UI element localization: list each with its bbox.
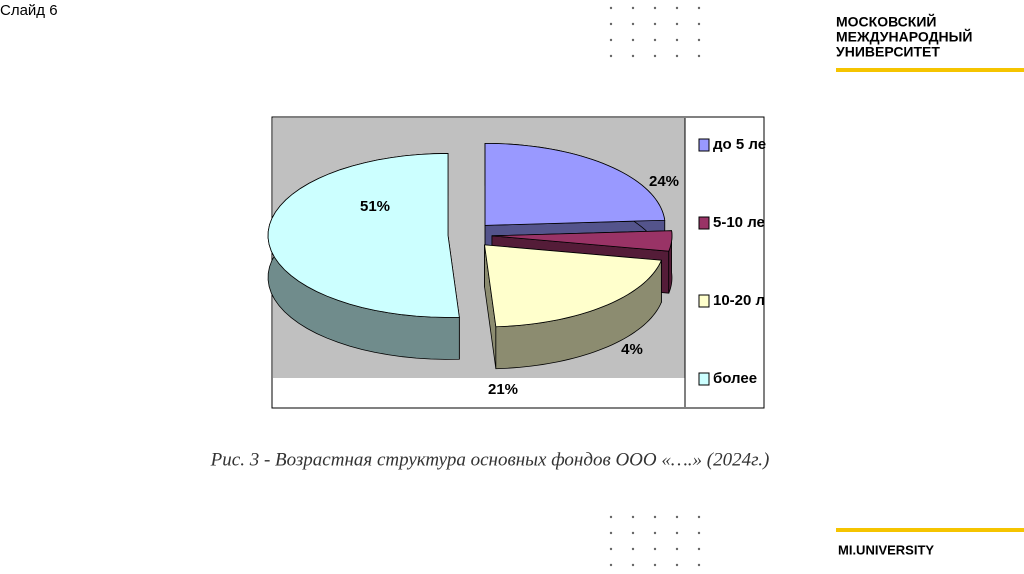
dot <box>697 22 701 26</box>
slice <box>491 230 673 252</box>
dot <box>631 38 635 42</box>
dot <box>609 563 613 567</box>
legend-swatch <box>698 138 710 152</box>
slice <box>267 153 460 318</box>
dot <box>697 6 701 10</box>
dot <box>631 547 635 551</box>
dot <box>697 515 701 519</box>
dot <box>653 563 657 567</box>
legend-label: 5-10 ле <box>713 214 765 231</box>
dot <box>631 531 635 535</box>
data-label: 4% <box>621 341 643 358</box>
dot <box>609 547 613 551</box>
data-label: 24% <box>649 173 679 190</box>
dot <box>675 531 679 535</box>
dot <box>675 22 679 26</box>
dot <box>697 531 701 535</box>
dot <box>609 6 613 10</box>
dot <box>675 54 679 58</box>
legend-label: 10-20 л <box>713 292 765 309</box>
dot <box>631 6 635 10</box>
caption: Рис. 3 - Возрастная структура основных ф… <box>210 449 770 470</box>
legend-swatch <box>698 216 710 230</box>
slice <box>484 244 662 328</box>
footer-rule <box>836 528 1024 532</box>
legend-label: более <box>713 370 757 387</box>
dot <box>631 515 635 519</box>
dot <box>675 38 679 42</box>
slice <box>484 142 666 226</box>
dot <box>653 54 657 58</box>
legend-swatch <box>698 372 710 386</box>
dot <box>675 547 679 551</box>
dot <box>697 38 701 42</box>
dot <box>631 22 635 26</box>
dot <box>697 563 701 567</box>
dot <box>609 38 613 42</box>
dot <box>609 54 613 58</box>
slide-label: Слайд 6 <box>0 2 58 19</box>
dot <box>609 515 613 519</box>
decor-dots <box>609 6 701 567</box>
dot <box>675 6 679 10</box>
logo-rule <box>836 68 1024 72</box>
logo-line: МОСКОВСКИЙ <box>836 13 936 30</box>
dot <box>653 531 657 535</box>
dot <box>609 531 613 535</box>
data-label: 51% <box>360 198 390 215</box>
logo-line: МЕЖДУНАРОДНЫЙ <box>836 28 972 45</box>
data-label: 21% <box>488 381 518 398</box>
dot <box>653 6 657 10</box>
pie <box>267 142 673 370</box>
dot <box>675 563 679 567</box>
dot <box>653 38 657 42</box>
dot <box>631 54 635 58</box>
legend-swatch <box>698 294 710 308</box>
dot <box>653 22 657 26</box>
legend-label: до 5 ле <box>713 136 766 153</box>
dot <box>697 547 701 551</box>
dot <box>609 22 613 26</box>
dot <box>675 515 679 519</box>
dot <box>697 54 701 58</box>
logo-line: УНИВЕРСИТЕТ <box>836 44 940 60</box>
dot <box>653 547 657 551</box>
dot <box>631 563 635 567</box>
dot <box>653 515 657 519</box>
footer-logo: MI.UNIVERSITY <box>838 542 934 557</box>
